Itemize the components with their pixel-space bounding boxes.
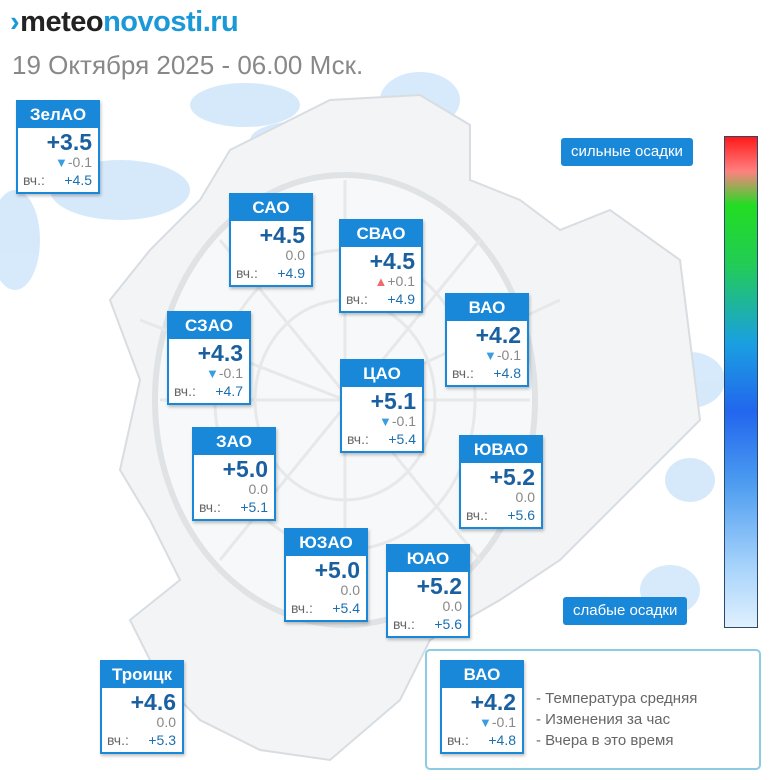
trend-down-icon: ▼ [55,155,68,170]
logo-mark: › [10,6,20,38]
hourly-change: 0.0 [156,714,176,730]
yesterday-row: вч.: +4.7 [174,383,243,399]
yesterday-row: вч.: +4.9 [236,265,305,281]
district-name: Троицк [102,662,182,688]
district-name: ЗАО [194,429,274,455]
logo-text-meteo: meteo [20,6,104,38]
district-card-vao: ВАО +4.2 ▼-0.1 вч.: +4.8 [445,293,529,387]
logo-text-novosti: novosti.ru [103,6,239,38]
trend-down-icon: ▼ [479,715,492,730]
yesterday-row: вч.: +4.9 [346,291,415,307]
hourly-change: 0.0 [285,247,305,263]
district-card-zelao: ЗелАО +3.5 ▼-0.1 вч.: +4.5 [16,100,100,194]
district-card-tsao: ЦАО +5.1 ▼-0.1 вч.: +5.4 [340,359,424,453]
district-temperature: +5.2 [489,464,535,490]
hourly-change: 0.0 [340,582,360,598]
district-name: ЗелАО [18,102,98,128]
legend-line-yesterday: - Вчера в это время [536,732,674,749]
district-name: ЮАО [388,546,468,572]
district-name: САО [231,195,311,221]
district-temperature: +4.2 [475,322,521,348]
trend-down-icon: ▼ [484,348,497,363]
district-card-sao: САО +4.5 0.0 вч.: +4.9 [229,193,313,287]
scale-label-heavy: сильные осадки [561,138,693,166]
hourly-change: ▼-0.1 [55,154,92,170]
district-name: СВАО [341,221,421,247]
district-temperature: +5.1 [370,388,416,414]
hourly-change: 0.0 [515,489,535,505]
precipitation-scale-bar [724,136,758,628]
district-name: ВАО [442,662,522,688]
yesterday-row: вч.: +4.5 [23,172,92,188]
yesterday-row: вч.: +5.3 [107,732,176,748]
yesterday-row: вч.: +5.1 [199,499,268,515]
hourly-change: 0.0 [442,598,462,614]
district-temperature: +4.2 [470,689,516,715]
district-card-szao: СЗАО +4.3 ▼-0.1 вч.: +4.7 [167,311,251,405]
district-temperature: +5.0 [314,557,360,583]
district-card-troitsk: Троицк +4.6 0.0 вч.: +5.3 [100,660,184,754]
district-name: ЮЗАО [286,530,366,556]
hourly-change: ▼-0.1 [379,413,416,429]
district-temperature: +5.0 [222,456,268,482]
yesterday-row: вч.: +4.8 [447,732,516,748]
district-card-yuzao: ЮЗАО +5.0 0.0 вч.: +5.4 [284,528,368,622]
district-temperature: +4.6 [130,689,176,715]
legend-sample-card: ВАО +4.2 ▼-0.1 вч.: +4.8 [440,660,524,754]
hourly-change: ▼-0.1 [484,347,521,363]
district-name: ВАО [447,295,527,321]
district-card-yuao: ЮАО +5.2 0.0 вч.: +5.6 [386,544,470,638]
legend-line-temperature: - Температура средняя [536,690,698,707]
hourly-change: 0.0 [248,481,268,497]
district-card-svao: СВАО +4.5 ▲+0.1 вч.: +4.9 [339,219,423,313]
district-card-zao: ЗАО +5.0 0.0 вч.: +5.1 [192,427,276,521]
site-logo[interactable]: ›meteonovosti.ru [10,6,239,39]
hourly-change: ▼-0.1 [206,365,243,381]
hourly-change: ▼-0.1 [479,714,516,730]
yesterday-row: вч.: +5.4 [291,600,360,616]
trend-down-icon: ▼ [379,414,392,429]
district-temperature: +4.3 [197,340,243,366]
legend-line-change: - Изменения за час [536,711,671,728]
district-temperature: +3.5 [46,129,92,155]
district-name: ЮВАО [461,437,541,463]
yesterday-row: вч.: +5.6 [393,616,462,632]
district-temperature: +4.5 [369,248,415,274]
district-name: ЦАО [342,361,422,387]
district-temperature: +4.5 [259,222,305,248]
scale-label-light: слабые осадки [563,597,688,625]
trend-down-icon: ▼ [206,366,219,381]
district-temperature: +5.2 [416,573,462,599]
forecast-date: 19 Октября 2025 - 06.00 Мск. [12,50,364,80]
yesterday-row: вч.: +5.4 [347,431,416,447]
yesterday-row: вч.: +5.6 [466,507,535,523]
trend-up-icon: ▲ [374,274,388,289]
hourly-change: ▲+0.1 [374,273,415,289]
yesterday-row: вч.: +4.8 [452,365,521,381]
district-card-yuvao: ЮВАО +5.2 0.0 вч.: +5.6 [459,435,543,529]
district-name: СЗАО [169,313,249,339]
